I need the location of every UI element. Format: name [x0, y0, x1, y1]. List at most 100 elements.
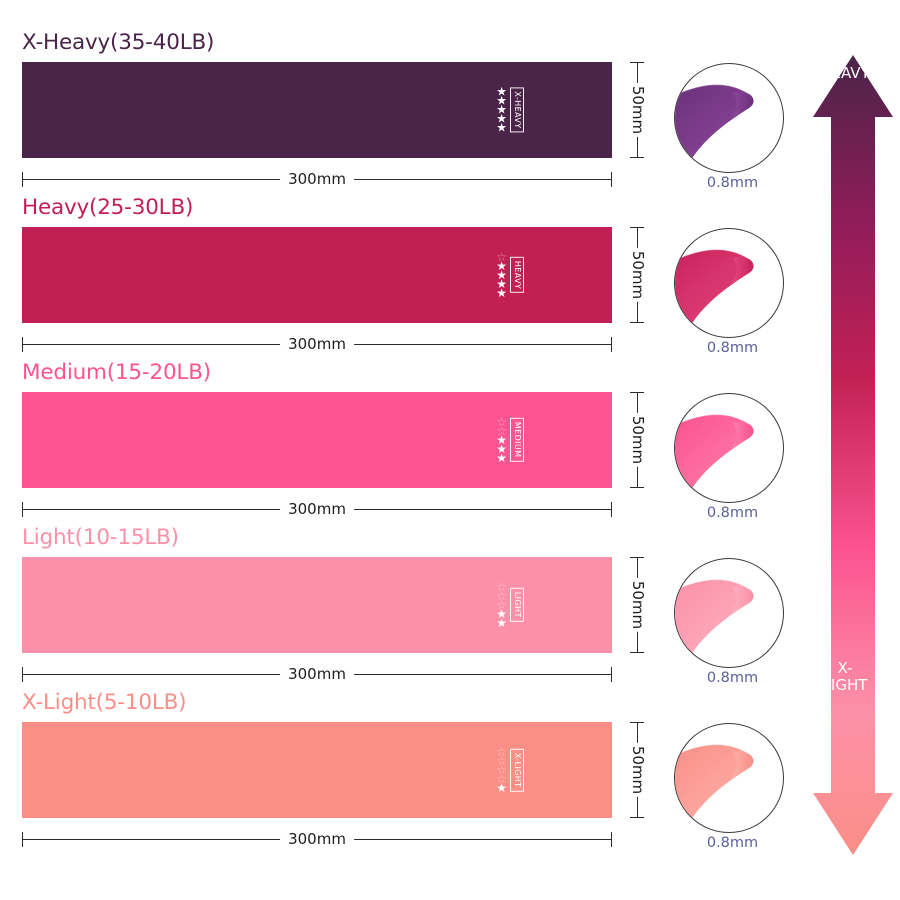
- band-thickness-detail-icon: [674, 393, 784, 503]
- band-badge: ★ ★ ★ ★ ★ X-HEAVY: [496, 84, 524, 135]
- band-thickness-detail-icon: [674, 723, 784, 833]
- star-outline-icon: ☆: [496, 762, 507, 777]
- star-outline-icon: ☆: [496, 414, 507, 429]
- height-dimension: 50mm: [622, 227, 654, 323]
- resistance-scale-arrow-icon: [813, 55, 893, 855]
- thickness-label: 0.8mm: [706, 835, 759, 851]
- band-strip: ☆ ☆ ☆ ★ ★ LIGHT: [22, 557, 612, 653]
- band-thickness-detail-icon: [674, 228, 784, 338]
- band-title: X-Light(5-10LB): [22, 690, 187, 715]
- thickness-detail: 0.8mm: [660, 220, 805, 385]
- width-dimension-label: 300mm: [280, 500, 354, 518]
- width-dimension: 300mm: [22, 498, 612, 520]
- star-filled-icon: ★: [496, 276, 507, 291]
- dimension-cap: [22, 832, 23, 847]
- star-outline-icon: ☆: [496, 744, 507, 759]
- thickness-column: 0.8mm 0.8mm 0.8mm 0.8mm 0.8mm: [660, 0, 805, 900]
- dimension-cap: [611, 502, 612, 517]
- star-filled-icon: ★: [496, 615, 507, 630]
- star-rating: ☆ ★ ★ ★ ★: [496, 249, 507, 300]
- star-outline-icon: ☆: [496, 423, 507, 438]
- thickness-detail: 0.8mm: [660, 715, 805, 880]
- star-filled-icon: ★: [496, 780, 507, 795]
- star-filled-icon: ★: [496, 111, 507, 126]
- band-badge-label: X-LIGHT: [510, 748, 524, 792]
- band-badge-label: LIGHT: [510, 588, 524, 622]
- band-row: Heavy(25-30LB) ☆ ★ ★ ★ ★ HEAVY 50mm 300mm: [0, 195, 660, 360]
- dimension-cap: [22, 667, 23, 682]
- star-filled-icon: ★: [496, 267, 507, 282]
- width-dimension-label: 300mm: [280, 170, 354, 188]
- star-filled-icon: ★: [496, 84, 507, 99]
- height-dimension-label: 50mm: [629, 577, 647, 633]
- band-strip: ☆ ☆ ★ ★ ★ MEDIUM: [22, 392, 612, 488]
- width-dimension-label: 300mm: [280, 665, 354, 683]
- star-outline-icon: ☆: [496, 597, 507, 612]
- star-outline-icon: ☆: [496, 753, 507, 768]
- band-thickness-detail-icon: [674, 558, 784, 668]
- dimension-cap: [630, 322, 644, 323]
- star-rating: ☆ ☆ ☆ ★ ★: [496, 579, 507, 630]
- height-dimension: 50mm: [622, 722, 654, 818]
- dimension-cap: [22, 502, 23, 517]
- dimension-cap: [22, 337, 23, 352]
- band-row: Medium(15-20LB) ☆ ☆ ★ ★ ★ MEDIUM 50mm 300mm: [0, 360, 660, 525]
- band-badge: ☆ ☆ ★ ★ ★ MEDIUM: [496, 414, 524, 465]
- width-dimension: 300mm: [22, 168, 612, 190]
- dimension-cap: [630, 817, 644, 818]
- band-thickness-detail-icon: [674, 63, 784, 173]
- band-badge: ☆ ☆ ☆ ☆ ★ X-LIGHT: [496, 744, 524, 795]
- band-strip: ☆ ☆ ☆ ☆ ★ X-LIGHT: [22, 722, 612, 818]
- star-filled-icon: ★: [496, 441, 507, 456]
- height-dimension: 50mm: [622, 557, 654, 653]
- band-title: X-Heavy(35-40LB): [22, 30, 215, 55]
- star-outline-icon: ☆: [496, 588, 507, 603]
- star-filled-icon: ★: [496, 258, 507, 273]
- band-badge-label: X-HEAVY: [510, 87, 524, 133]
- band-badge-label: HEAVY: [510, 256, 524, 294]
- dimension-cap: [630, 487, 644, 488]
- star-filled-icon: ★: [496, 606, 507, 621]
- bands-column: X-Heavy(35-40LB) ★ ★ ★ ★ ★ X-HEAVY 50mm 300mm Hea…: [0, 30, 660, 855]
- band-row: X-Light(5-10LB) ☆ ☆ ☆ ☆ ★ X-LIGHT 50mm 300mm: [0, 690, 660, 855]
- dimension-cap: [611, 172, 612, 187]
- star-outline-icon: ☆: [496, 249, 507, 264]
- height-dimension-label: 50mm: [629, 742, 647, 798]
- star-outline-icon: ☆: [496, 579, 507, 594]
- width-dimension: 300mm: [22, 663, 612, 685]
- star-rating: ★ ★ ★ ★ ★: [496, 84, 507, 135]
- star-filled-icon: ★: [496, 285, 507, 300]
- star-filled-icon: ★: [496, 450, 507, 465]
- star-filled-icon: ★: [496, 432, 507, 447]
- band-badge-label: MEDIUM: [510, 418, 524, 462]
- height-dimension: 50mm: [622, 62, 654, 158]
- thickness-detail: 0.8mm: [660, 55, 805, 220]
- height-dimension-label: 50mm: [629, 412, 647, 468]
- star-outline-icon: ☆: [496, 771, 507, 786]
- star-filled-icon: ★: [496, 120, 507, 135]
- band-badge: ☆ ★ ★ ★ ★ HEAVY: [496, 249, 524, 300]
- dimension-cap: [630, 652, 644, 653]
- thickness-label: 0.8mm: [706, 505, 759, 521]
- width-dimension: 300mm: [22, 333, 612, 355]
- thickness-label: 0.8mm: [706, 670, 759, 686]
- band-row: Light(10-15LB) ☆ ☆ ☆ ★ ★ LIGHT 50mm 300mm: [0, 525, 660, 690]
- thickness-label: 0.8mm: [706, 340, 759, 356]
- width-dimension-label: 300mm: [280, 830, 354, 848]
- width-dimension-label: 300mm: [280, 335, 354, 353]
- thickness-detail: 0.8mm: [660, 385, 805, 550]
- star-filled-icon: ★: [496, 102, 507, 117]
- band-strip: ☆ ★ ★ ★ ★ HEAVY: [22, 227, 612, 323]
- arrow-column: X- HEAVY X- LIGHT: [805, 0, 900, 900]
- height-dimension-label: 50mm: [629, 82, 647, 138]
- thickness-detail: 0.8mm: [660, 550, 805, 715]
- band-badge: ☆ ☆ ☆ ★ ★ LIGHT: [496, 579, 524, 630]
- dimension-cap: [611, 667, 612, 682]
- star-filled-icon: ★: [496, 93, 507, 108]
- band-title: Light(10-15LB): [22, 525, 179, 550]
- thickness-label: 0.8mm: [706, 175, 759, 191]
- dimension-cap: [611, 337, 612, 352]
- band-title: Heavy(25-30LB): [22, 195, 194, 220]
- height-dimension: 50mm: [622, 392, 654, 488]
- height-dimension-label: 50mm: [629, 247, 647, 303]
